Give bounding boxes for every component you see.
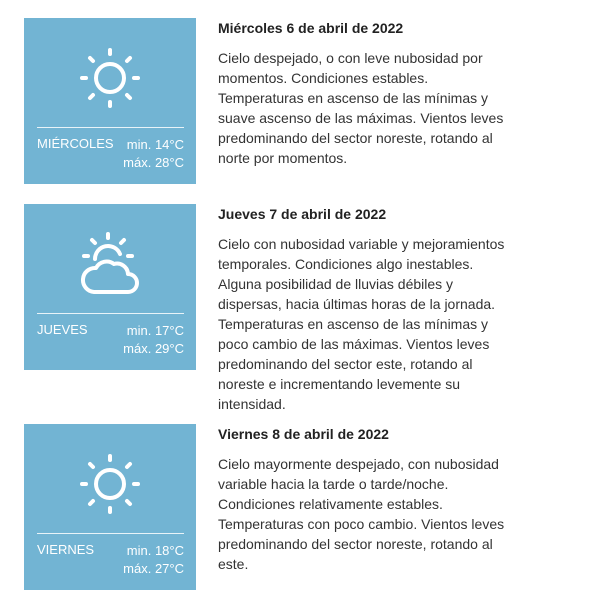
sun-icon: [80, 48, 140, 108]
forecast-date: Jueves 7 de abril de 2022: [218, 206, 387, 222]
min-temp: min. 14°C: [126, 137, 184, 152]
max-temp: máx. 28°C: [123, 155, 184, 170]
min-temp: min. 17°C: [126, 323, 184, 338]
forecast-text-wednesday: Miércoles 6 de abril de 2022 Cielo despe…: [218, 20, 508, 168]
day-label: VIERNES: [37, 542, 95, 557]
max-temp: máx. 29°C: [123, 341, 184, 356]
divider: [37, 127, 184, 128]
forecast-card-wednesday: MIÉRCOLES min. 14°C máx. 28°C: [24, 18, 196, 184]
max-temp: máx. 27°C: [123, 561, 184, 576]
divider: [37, 313, 184, 314]
forecast-card-friday: VIERNES min. 18°C máx. 27°C: [24, 424, 196, 590]
day-label: JUEVES: [37, 322, 88, 337]
forecast-date: Viernes 8 de abril de 2022: [218, 426, 389, 442]
day-label: MIÉRCOLES: [37, 136, 114, 151]
min-temp: min. 18°C: [126, 543, 184, 558]
divider: [37, 533, 184, 534]
forecast-text-friday: Viernes 8 de abril de 2022 Cielo mayorme…: [218, 426, 508, 574]
partly-cloudy-icon: [81, 232, 139, 294]
forecast-text-thursday: Jueves 7 de abril de 2022 Cielo con nubo…: [218, 206, 508, 414]
forecast-date: Miércoles 6 de abril de 2022: [218, 20, 404, 36]
forecast-description: Cielo despejado, o con leve nubosidad po…: [218, 50, 504, 166]
forecast-description: Cielo mayormente despejado, con nubosida…: [218, 456, 505, 572]
forecast-description: Cielo con nubosidad variable y mejoramie…: [218, 236, 505, 412]
sun-icon: [80, 454, 140, 514]
forecast-card-thursday: JUEVES min. 17°C máx. 29°C: [24, 204, 196, 370]
